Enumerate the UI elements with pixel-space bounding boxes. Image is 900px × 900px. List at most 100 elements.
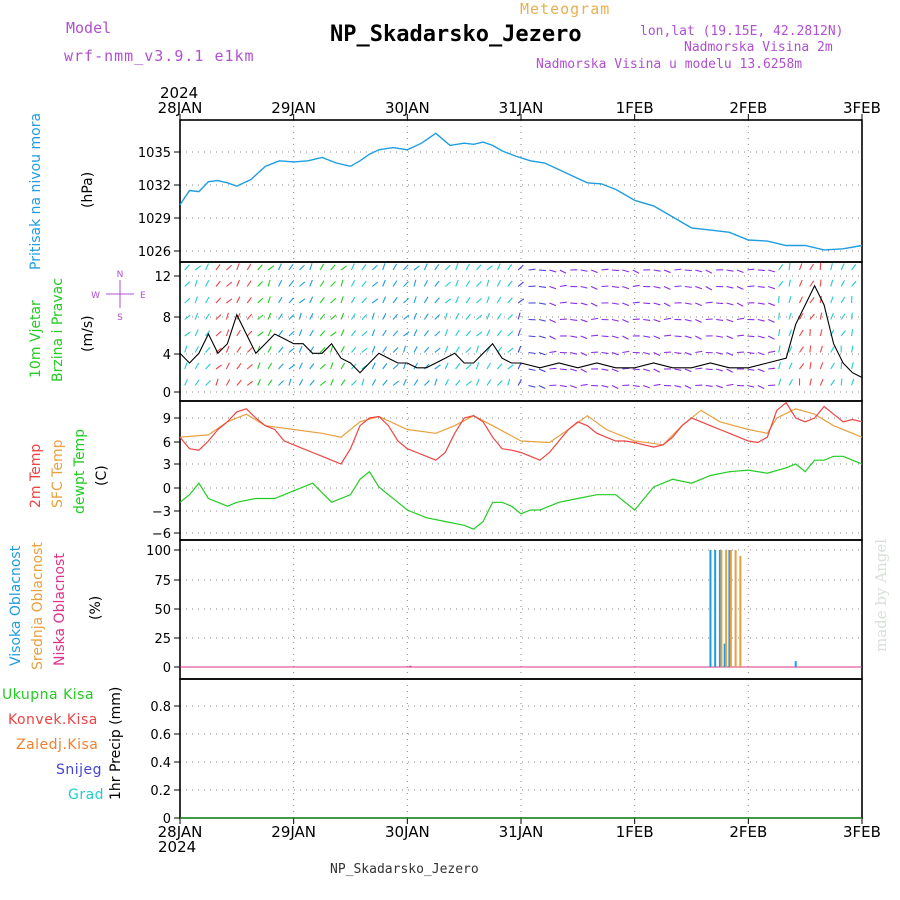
wind-arrow — [840, 330, 846, 337]
wind-arrow — [778, 264, 784, 271]
wind-arrow — [538, 269, 547, 272]
wind-arrow — [476, 314, 483, 320]
wind-arrow — [830, 379, 836, 386]
wind-arrow — [382, 329, 387, 337]
cloud-bar — [725, 550, 728, 667]
wind-arrow — [340, 329, 345, 337]
wind-arrow — [205, 380, 211, 386]
wind-arrow — [757, 285, 765, 288]
cloud-bar — [409, 665, 412, 667]
wind-arrow — [194, 279, 198, 287]
wind-arrow — [622, 269, 630, 273]
year-bottom: 2024 — [158, 838, 197, 856]
wind-arrow — [444, 345, 449, 353]
wind-arrow — [798, 279, 803, 287]
wind-arrow — [298, 264, 305, 271]
wind-arrow — [767, 318, 775, 323]
wind-arrow — [215, 297, 222, 304]
wind-arrow — [684, 285, 692, 288]
wind-arrow — [643, 368, 651, 372]
wind-arrow — [319, 347, 326, 353]
wind-arrow — [768, 285, 776, 290]
wind-arrow — [434, 280, 440, 287]
wind-arrow — [392, 380, 399, 386]
compass-w: W — [91, 291, 100, 301]
precip-legend-hail: Grad — [68, 787, 105, 803]
wind-arrow — [309, 296, 314, 304]
wind-arrow — [184, 378, 188, 386]
wind-arrow — [851, 362, 854, 370]
wind-arrow — [361, 314, 368, 320]
wind-arrow — [215, 280, 221, 287]
wind-arrow — [809, 362, 812, 370]
wind-arrow — [507, 330, 514, 337]
wind-arrow — [747, 368, 755, 371]
wind-arrow — [684, 385, 692, 389]
temperature-ytick-label: 0 — [163, 482, 171, 497]
wind-arrow — [319, 297, 325, 304]
wind-arrow — [486, 265, 493, 271]
wind-arrow — [382, 313, 387, 320]
wind-arrow — [611, 368, 619, 373]
wind-arrow — [622, 319, 629, 323]
clouds-ytick-label: 50 — [154, 603, 171, 618]
wind-arrow — [434, 330, 441, 337]
wind-arrow — [330, 281, 336, 287]
wind-arrow — [225, 379, 231, 386]
wind-arrow — [184, 314, 191, 320]
wind-arrow — [455, 296, 460, 304]
wind-arrow — [475, 378, 480, 386]
wind-arrow — [319, 330, 326, 337]
wind-arrow — [538, 351, 546, 356]
wind-arrow — [194, 379, 200, 386]
wind-arrow — [361, 330, 368, 337]
wind-arrow — [517, 329, 521, 337]
cloud-bar — [728, 550, 731, 667]
wind-arrow — [809, 280, 815, 287]
wind-arrow — [768, 350, 776, 354]
wind-arrow — [278, 380, 284, 386]
wind-arrow — [538, 318, 546, 322]
wind-arrow — [580, 335, 588, 340]
wind-arrow — [330, 314, 337, 320]
wind-arrow — [236, 379, 242, 386]
wind-arrow — [444, 264, 451, 271]
wind-arrow — [507, 263, 513, 271]
wind-arrow — [486, 296, 490, 304]
wind-arrow — [423, 346, 430, 353]
wind-arrow — [684, 318, 692, 322]
wind-arrow — [591, 334, 599, 337]
wind-arrow — [340, 312, 345, 320]
wind-arrow — [444, 281, 451, 287]
pressure-ytick-label: 1035 — [138, 146, 171, 161]
wind-arrow — [496, 296, 502, 304]
wind-arrow — [549, 335, 556, 340]
wind-arrow — [382, 379, 388, 386]
wind-arrow — [611, 285, 619, 288]
temperature-panel — [174, 400, 863, 541]
precip-ytick-label: 0 — [163, 812, 171, 827]
wind-arrow — [840, 280, 845, 287]
wind-arrow — [517, 298, 525, 304]
wind-arrow — [319, 363, 326, 370]
wind-arrow — [716, 335, 724, 338]
wind-arrow — [798, 263, 803, 271]
meteogram-label: Meteogram — [520, 0, 611, 18]
wind-arrow — [215, 364, 222, 370]
wind-arrow — [288, 297, 295, 304]
compass-e: E — [140, 291, 146, 301]
wind-arrow — [423, 296, 429, 304]
wind-arrow — [194, 265, 202, 271]
wind-arrow — [819, 279, 822, 287]
wind-arrow — [507, 314, 514, 320]
x-tick-label-bottom: 30JAN — [385, 823, 430, 841]
wind-arrow — [559, 269, 567, 274]
wind-arrow — [580, 269, 588, 272]
compass-n: N — [117, 270, 124, 280]
wind-arrow — [570, 335, 578, 338]
clouds-ytick-label: 0 — [163, 661, 171, 676]
wind-arrow — [403, 297, 410, 304]
wind-arrow — [205, 313, 210, 320]
wind-arrow — [236, 279, 240, 287]
